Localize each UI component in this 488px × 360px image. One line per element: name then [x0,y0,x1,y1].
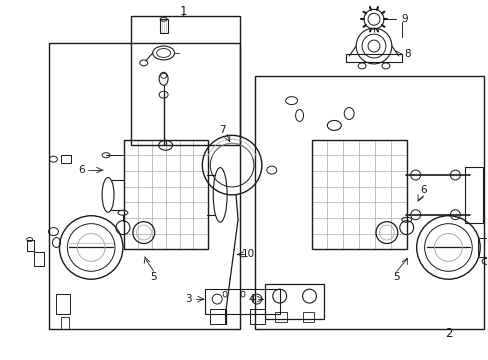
Bar [61,155,71,163]
Bar [302,312,314,322]
Bar [274,312,286,322]
Bar [477,238,488,257]
Bar [34,252,43,266]
Text: 8: 8 [403,49,409,59]
Text: 6: 6 [78,165,84,175]
Text: 2: 2 [444,327,451,340]
Bar [312,140,406,249]
Bar [254,76,483,329]
Bar [56,294,70,314]
Text: 5: 5 [150,272,157,282]
Bar [123,140,208,249]
Bar [264,284,324,319]
Bar [464,167,482,223]
Bar [48,43,240,329]
Text: 10: 10 [241,249,254,260]
Text: 1: 1 [180,5,187,18]
Bar [249,309,264,324]
Bar [131,16,240,145]
Bar [346,54,401,62]
Bar [27,239,34,251]
Text: 6: 6 [419,185,426,195]
Text: 9: 9 [401,14,407,24]
Text: 3: 3 [185,294,191,304]
Bar [160,19,167,33]
Bar [210,309,224,324]
Bar [205,289,279,314]
Text: 7: 7 [219,125,225,135]
Text: 5: 5 [393,272,399,282]
Text: 4: 4 [248,294,255,304]
Bar [61,317,69,329]
